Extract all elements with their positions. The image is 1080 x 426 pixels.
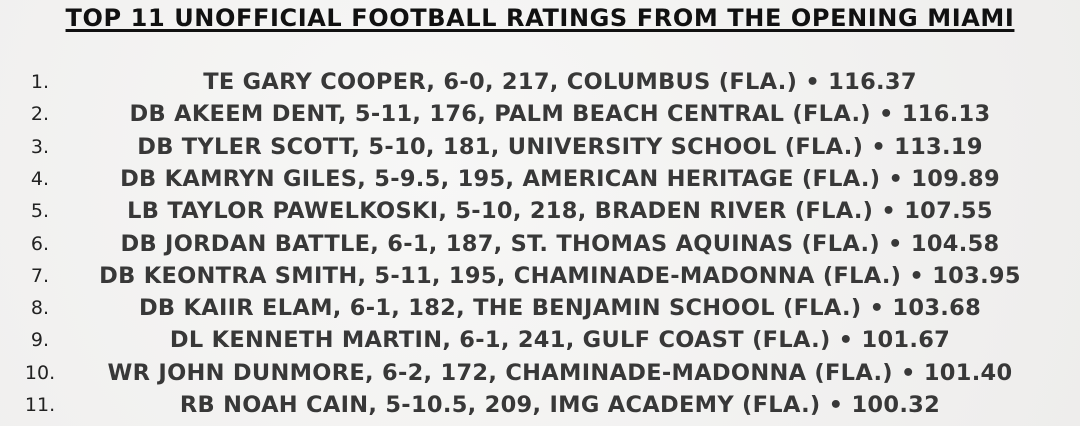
list-row: 4. DB KAMRYN GILES, 5-9.5, 195, AMERICAN … — [0, 163, 1080, 195]
list-row: 1. TE GARY COOPER, 6-0, 217, COLUMBUS (FL… — [0, 66, 1080, 98]
list-row: 3. DB TYLER SCOTT, 5-10, 181, UNIVERSITY … — [0, 131, 1080, 163]
player-rating: DB KAMRYN GILES, 5-9.5, 195, AMERICAN HE… — [120, 165, 1000, 192]
player-rating: DB KEONTRA SMITH, 5-11, 195, CHAMINADE-M… — [99, 262, 1021, 289]
list-row: 5. LB TAYLOR PAWELKOSKI, 5-10, 218, BRADE… — [0, 195, 1080, 227]
list-row: 2. DB AKEEM DENT, 5-11, 176, PALM BEACH C… — [0, 98, 1080, 130]
player-rating: LB TAYLOR PAWELKOSKI, 5-10, 218, BRADEN … — [127, 198, 993, 225]
rank-number: 2. — [30, 103, 50, 126]
player-rating: DL KENNETH MARTIN, 6-1, 241, GULF COAST … — [169, 327, 951, 354]
rank-number: 7. — [30, 264, 50, 287]
list-row: 11. RB NOAH CAIN, 5-10.5, 209, IMG ACADEM… — [0, 389, 1080, 421]
rank-number: 8. — [30, 297, 50, 320]
list-row: 6. DB JORDAN BATTLE, 6-1, 187, ST. THOMAS… — [0, 228, 1080, 260]
player-rating: DB TYLER SCOTT, 5-10, 181, UNIVERSITY SC… — [137, 133, 983, 160]
player-rating: DB AKEEM DENT, 5-11, 176, PALM BEACH CEN… — [129, 101, 991, 128]
rank-number: 4. — [30, 167, 50, 190]
rank-number: 10. — [24, 361, 56, 384]
rank-number: 6. — [30, 232, 50, 255]
player-rating: TE GARY COOPER, 6-0, 217, COLUMBUS (FLA.… — [203, 69, 917, 95]
player-rating: WR JOHN DUNMORE, 6-2, 172, CHAMINADE-MAD… — [107, 359, 1013, 386]
rank-number: 11. — [24, 394, 56, 416]
list-row: 8. DB KAIIR ELAM, 6-1, 182, THE BENJAMIN … — [0, 292, 1080, 324]
rank-number: 1. — [30, 71, 50, 93]
rank-number: 5. — [30, 200, 50, 223]
list-row: 10. WR JOHN DUNMORE, 6-2, 172, CHAMINADE-… — [0, 357, 1080, 389]
player-rating: DB JORDAN BATTLE, 6-1, 187, ST. THOMAS A… — [120, 230, 1000, 257]
title: TOP 11 UNOFFICIAL FOOTBALL RATINGS FROM … — [65, 4, 1015, 32]
rank-number: 9. — [30, 329, 50, 352]
list-row: 7. DB KEONTRA SMITH, 5-11, 195, CHAMINADE… — [0, 260, 1080, 292]
list-row: 9. DL KENNETH MARTIN, 6-1, 241, GULF COAS… — [0, 324, 1080, 356]
player-rating: RB NOAH CAIN, 5-10.5, 209, IMG ACADEMY (… — [179, 392, 941, 418]
player-rating: DB KAIIR ELAM, 6-1, 182, THE BENJAMIN SC… — [138, 295, 982, 322]
rank-number: 3. — [30, 135, 50, 158]
